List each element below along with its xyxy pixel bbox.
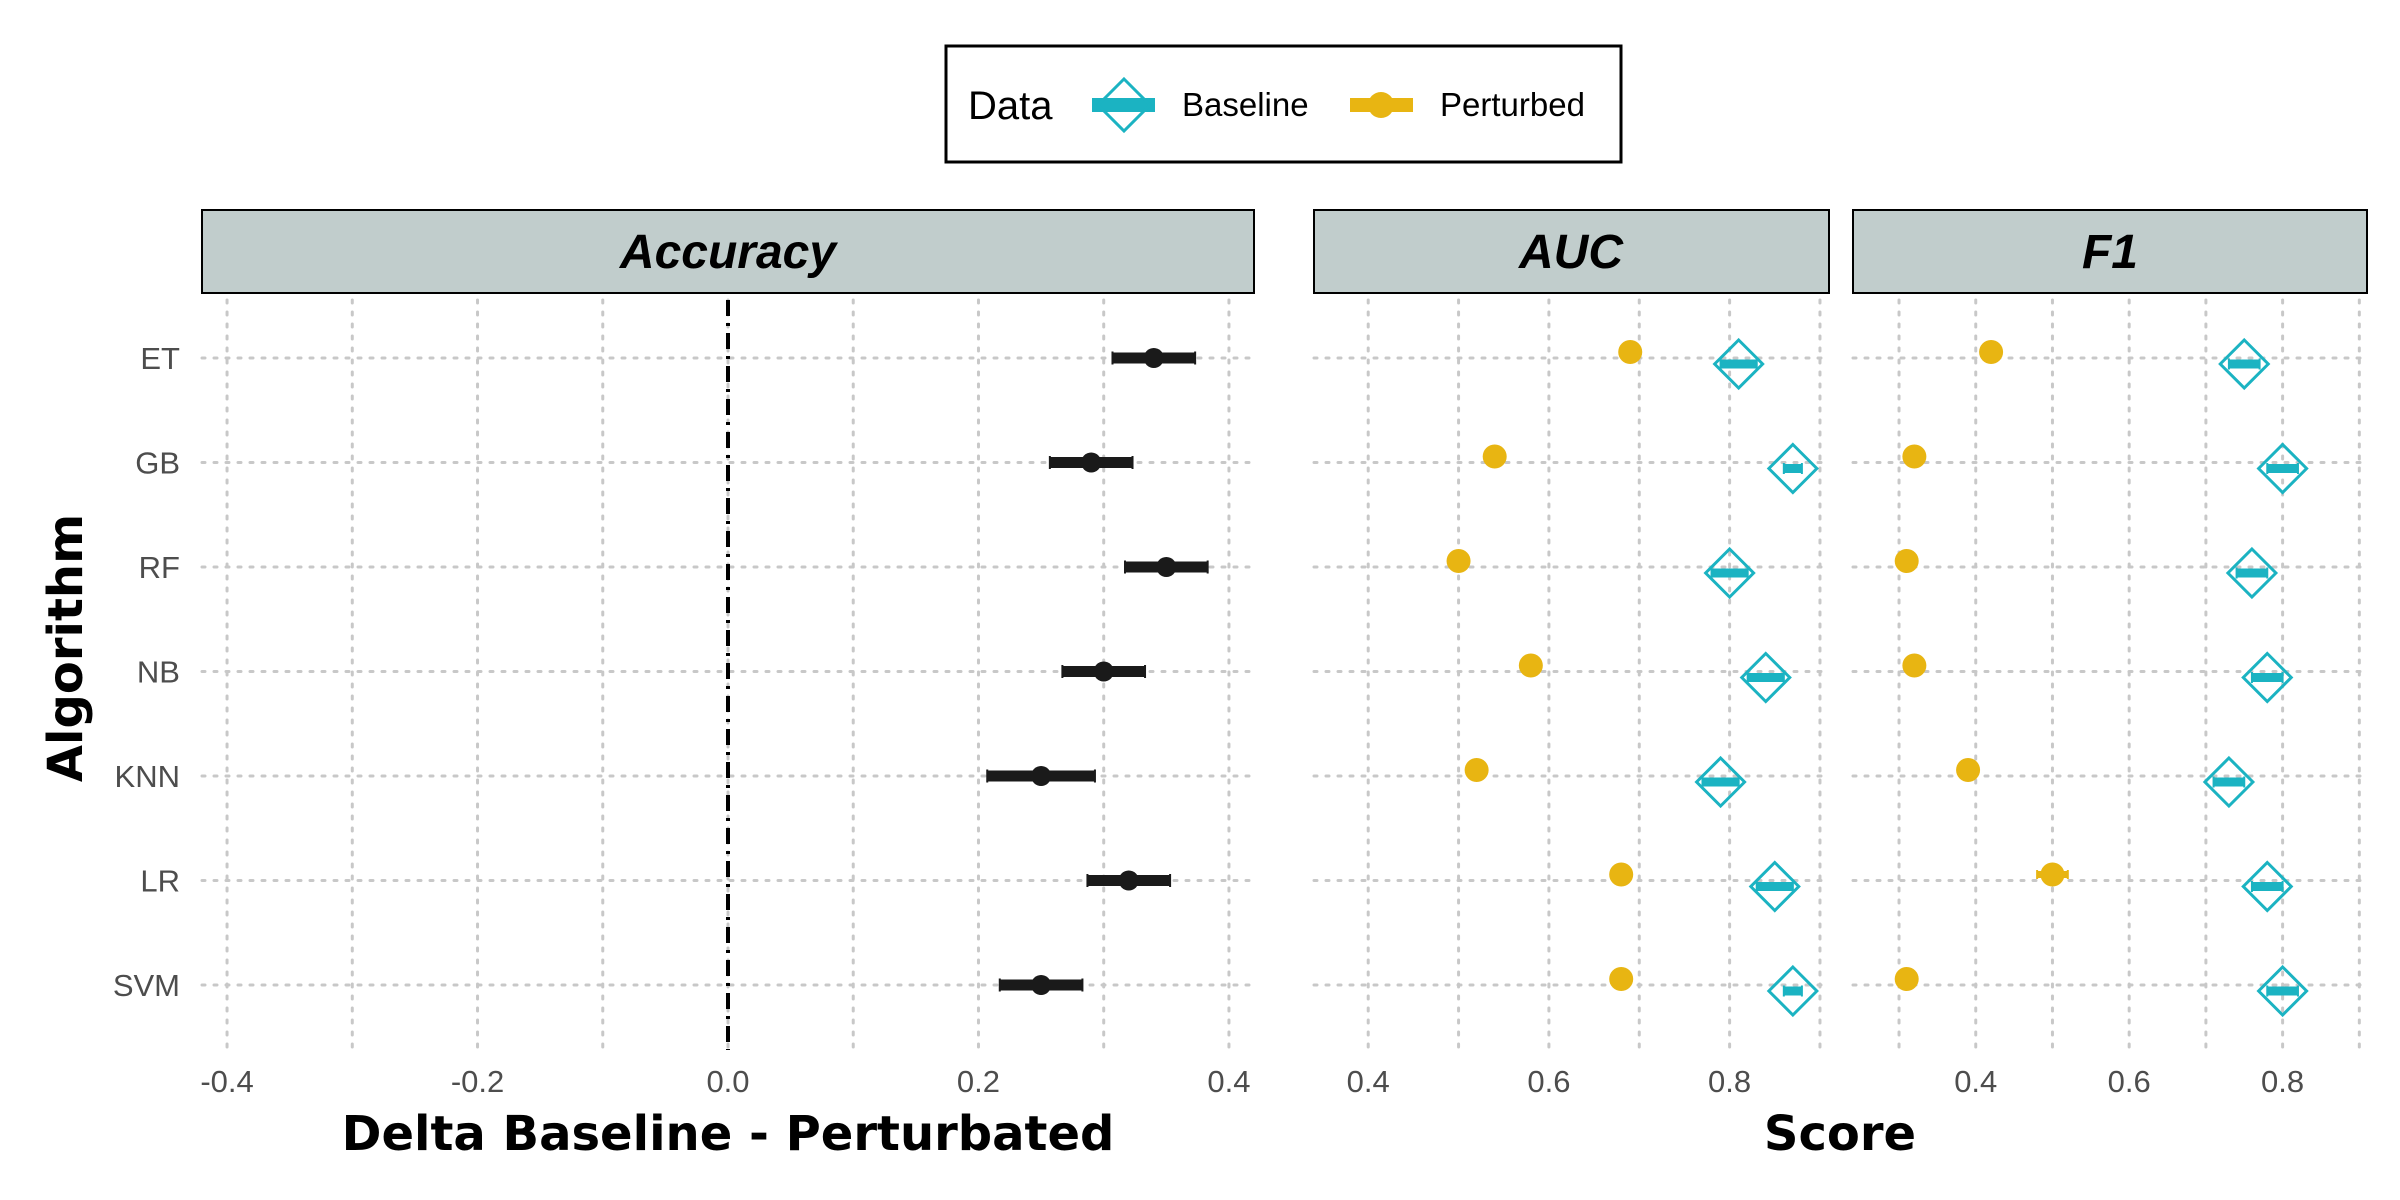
y-tick-label: GB [135, 446, 180, 481]
circle-icon [1368, 92, 1394, 118]
baseline-diamond-point [1748, 860, 1801, 913]
y-tick-label: NB [137, 655, 180, 690]
x-tick-label: -0.2 [451, 1064, 504, 1099]
delta-point [1031, 975, 1052, 995]
grid-layer [200, 298, 2369, 1052]
delta-point [1093, 661, 1114, 682]
mark-layer [986, 337, 2309, 1018]
panel-strips: Accuracy AUC F1 [201, 209, 2368, 294]
x-tick-label: 0.8 [1708, 1064, 1751, 1099]
legend: Data Baseline Perturbed [944, 44, 1623, 164]
perturbed-point [1464, 758, 1489, 782]
perturbed-point [1902, 653, 1927, 678]
perturbed-point [1609, 862, 1634, 887]
x-tick-label: 0.6 [2108, 1064, 2151, 1099]
baseline-diamond-point [2241, 651, 2294, 704]
strip-label-f1: F1 [2082, 226, 2138, 279]
baseline-diamond-point [2218, 337, 2271, 391]
x-tick-label: 0.0 [706, 1064, 749, 1099]
legend-box [944, 44, 1623, 164]
y-tick-label: SVM [113, 968, 180, 1003]
delta-point [1031, 766, 1052, 786]
strip-label-auc: AUC [1518, 226, 1624, 279]
y-tick-label: RF [139, 550, 180, 585]
legend-label-baseline: Baseline [1182, 86, 1309, 123]
perturbed-point [1618, 340, 1643, 364]
delta-point [1081, 452, 1102, 473]
perturbed-point [1609, 967, 1634, 991]
perturbed-point [1894, 967, 1919, 991]
baseline-diamond-point [2256, 442, 2309, 495]
x-tick-label: 0.8 [2261, 1064, 2304, 1099]
perturbed-point [1956, 758, 1981, 782]
strip-auc [1313, 209, 1830, 294]
baseline-diamond-point [2241, 860, 2294, 913]
legend-title: Data [968, 84, 1053, 128]
x-tick-label: -0.4 [200, 1064, 253, 1099]
y-tick-label: KNN [115, 759, 180, 794]
perturbed-point [1482, 444, 1507, 469]
x-tick-label: 0.2 [957, 1064, 1000, 1099]
strip-accuracy [201, 209, 1255, 294]
baseline-diamond-point [2225, 546, 2279, 600]
legend-key-baseline [1092, 76, 1155, 134]
perturbed-point [1446, 549, 1471, 573]
baseline-diamond-point [1766, 442, 1819, 495]
perturbed-point [1902, 444, 1927, 469]
x-tick-label: 0.4 [1954, 1064, 1997, 1099]
y-tick-label: LR [140, 864, 180, 899]
baseline-diamond-point [2256, 964, 2309, 1018]
baseline-diamond-point [2202, 755, 2256, 809]
perturbed-point [1979, 340, 2004, 364]
x-tick-label: 0.6 [1527, 1064, 1570, 1099]
strip-f1 [1852, 209, 2368, 294]
delta-point [1143, 348, 1164, 368]
delta-point [1156, 557, 1177, 577]
baseline-diamond-point [1703, 546, 1756, 600]
delta-point [1118, 870, 1139, 891]
perturbed-point [1894, 549, 1919, 573]
perturbed-point [2040, 862, 2065, 887]
legend-label-perturbed: Perturbed [1440, 86, 1585, 123]
perturbed-point [1518, 653, 1543, 678]
x-axis-title-delta: Delta Baseline - Perturbated [342, 1106, 1115, 1162]
y-tick-label: ET [140, 341, 180, 376]
x-tick-label: 0.4 [1207, 1064, 1250, 1099]
y-axis-title: Algorithm [38, 514, 94, 782]
baseline-diamond-point [1766, 964, 1819, 1018]
diamond-icon [1095, 76, 1153, 134]
x-tick-label: 0.4 [1347, 1064, 1390, 1099]
baseline-diamond-point [1694, 755, 1747, 809]
legend-key-perturbed [1350, 92, 1413, 118]
tick-layer: -0.4 -0.2 0.0 0.2 0.4 0.4 0.6 0.8 0.4 0.6 0.8 ET GB R… [113, 341, 2304, 1099]
baseline-diamond-point [1739, 651, 1792, 704]
strip-label-accuracy: Accuracy [619, 226, 838, 279]
baseline-diamond-point [1712, 337, 1765, 391]
x-axis-title-score: Score [1764, 1106, 1916, 1162]
